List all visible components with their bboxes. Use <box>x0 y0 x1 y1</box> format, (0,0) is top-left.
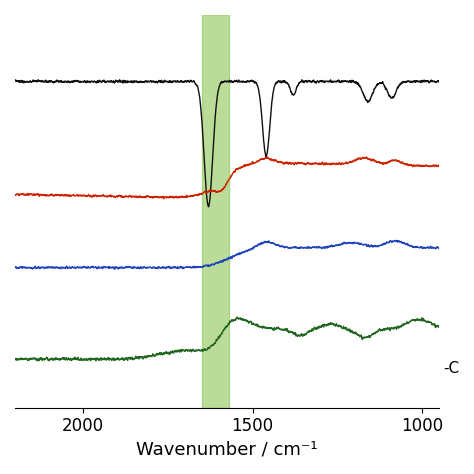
Bar <box>201 15 229 408</box>
X-axis label: Wavenumber / cm⁻¹: Wavenumber / cm⁻¹ <box>137 441 318 459</box>
Text: -C: -C <box>444 361 460 376</box>
